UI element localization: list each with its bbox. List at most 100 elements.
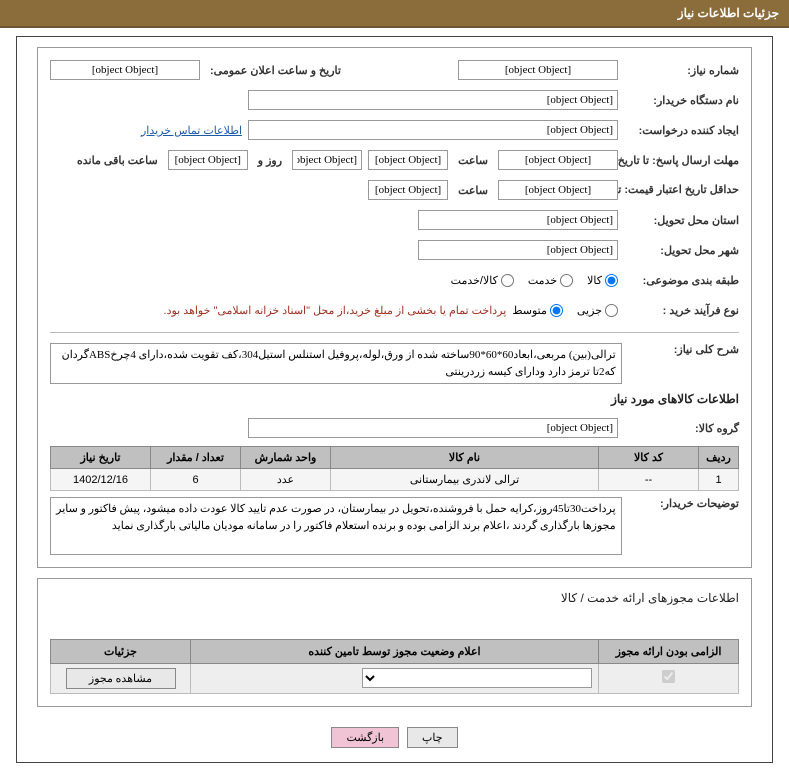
radio-service-label: خدمت: [528, 274, 557, 287]
need-info-section: شماره نیاز: تاریخ و ساعت اعلان عمومی: نا…: [37, 47, 752, 568]
radio-partial-input[interactable]: [605, 304, 618, 317]
col-status: اعلام وضعیت مجوز توسط تامین کننده: [191, 639, 599, 663]
radio-medium-label: متوسط: [512, 304, 547, 317]
row-delivery-province: استان محل تحویل:: [50, 208, 739, 232]
label-pv-time: ساعت: [454, 184, 492, 197]
goods-table-header-row: ردیف کد کالا نام کالا واحد شمارش تعداد /…: [51, 447, 739, 469]
row-delivery-city: شهر محل تحویل:: [50, 238, 739, 262]
field-pv-date: [498, 180, 618, 200]
radio-service[interactable]: خدمت: [528, 274, 573, 287]
radio-medium-input[interactable]: [550, 304, 563, 317]
radio-both[interactable]: کالا/خدمت: [451, 274, 514, 287]
cell-qty: 6: [151, 469, 241, 491]
col-qty: تعداد / مقدار: [151, 447, 241, 469]
license-table-header-row: الزامی بودن ارائه مجوز اعلام وضعیت مجوز …: [51, 639, 739, 663]
label-delivery-province: استان محل تحویل:: [624, 214, 739, 227]
license-section-title: اطلاعات مجوزهای ارائه خدمت / کالا: [50, 591, 739, 605]
row-price-validity: حداقل تاریخ اعتبار قیمت: تا تاریخ: ساعت: [50, 178, 739, 202]
label-purchase-process: نوع فرآیند خرید :: [624, 304, 739, 317]
label-buyer-org: نام دستگاه خریدار:: [624, 94, 739, 107]
radio-partial[interactable]: جزیی: [577, 304, 618, 317]
process-note: پرداخت تمام یا بخشی از مبلغ خرید،از محل …: [164, 304, 507, 317]
checkbox-mandatory: [662, 670, 675, 683]
row-need-number: شماره نیاز: تاریخ و ساعت اعلان عمومی:: [50, 58, 739, 82]
col-mandatory: الزامی بودن ارائه مجوز: [599, 639, 739, 663]
field-delivery-province: [418, 210, 618, 230]
label-announce-dt: تاریخ و ساعت اعلان عمومی:: [206, 64, 345, 77]
label-overall-desc: شرح کلی نیاز:: [628, 343, 739, 356]
label-days-and: روز و: [254, 154, 286, 167]
field-reply-remaining: [168, 150, 248, 170]
radio-partial-label: جزیی: [577, 304, 602, 317]
label-remaining: ساعت باقی مانده: [73, 154, 162, 167]
row-goods-group: گروه کالا:: [50, 416, 739, 440]
field-requester: [248, 120, 618, 140]
radio-goods[interactable]: کالا: [587, 274, 618, 287]
goods-table-row: 1 -- ترالی لاندری بیمارستانی عدد 6 1402/…: [51, 469, 739, 491]
field-reply-date: [498, 150, 618, 170]
field-overall-desc: [50, 343, 622, 384]
radio-both-label: کالا/خدمت: [451, 274, 498, 287]
cell-need-date: 1402/12/16: [51, 469, 151, 491]
label-price-validity: حداقل تاریخ اعتبار قیمت: تا تاریخ:: [624, 183, 739, 197]
field-buyer-org: [248, 90, 618, 110]
license-table-row: مشاهده مجوز: [51, 663, 739, 693]
cell-name: ترالی لاندری بیمارستانی: [331, 469, 599, 491]
goods-table: ردیف کد کالا نام کالا واحد شمارش تعداد /…: [50, 446, 739, 491]
field-delivery-city: [418, 240, 618, 260]
goods-section-title: اطلاعات کالاهای مورد نیاز: [50, 392, 739, 406]
label-reply-time: ساعت: [454, 154, 492, 167]
label-delivery-city: شهر محل تحویل:: [624, 244, 739, 257]
button-print[interactable]: چاپ: [407, 727, 458, 748]
label-buyer-notes: توضیحات خریدار:: [628, 497, 739, 510]
divider-1: [50, 332, 739, 333]
label-requester: ایجاد کننده درخواست:: [624, 124, 739, 137]
cell-index: 1: [699, 469, 739, 491]
col-index: ردیف: [699, 447, 739, 469]
button-back[interactable]: بازگشت: [331, 727, 399, 748]
row-buyer-notes: توضیحات خریدار:: [50, 497, 739, 555]
main-frame: شماره نیاز: تاریخ و ساعت اعلان عمومی: نا…: [16, 36, 773, 763]
radio-goods-label: کالا: [587, 274, 602, 287]
label-goods-group: گروه کالا:: [624, 422, 739, 435]
link-buyer-contact[interactable]: اطلاعات تماس خریدار: [141, 124, 242, 137]
field-goods-group: [248, 418, 618, 438]
label-need-number: شماره نیاز:: [624, 64, 739, 77]
license-table: الزامی بودن ارائه مجوز اعلام وضعیت مجوز …: [50, 639, 739, 694]
col-unit: واحد شمارش: [241, 447, 331, 469]
col-need-date: تاریخ نیاز: [51, 447, 151, 469]
label-subject-category: طبقه بندی موضوعی:: [624, 274, 739, 287]
cell-unit: عدد: [241, 469, 331, 491]
col-name: نام کالا: [331, 447, 599, 469]
dropdown-status[interactable]: [362, 668, 592, 688]
cell-mandatory: [599, 663, 739, 693]
label-reply-deadline: مهلت ارسال پاسخ: تا تاریخ:: [624, 154, 739, 167]
radio-both-input[interactable]: [501, 274, 514, 287]
field-reply-time: [368, 150, 448, 170]
field-reply-days: [292, 150, 362, 170]
field-need-number: [458, 60, 618, 80]
footer-buttons: چاپ بازگشت: [17, 717, 772, 762]
row-overall-desc: شرح کلی نیاز:: [50, 343, 739, 384]
row-buyer-org: نام دستگاه خریدار:: [50, 88, 739, 112]
row-requester: ایجاد کننده درخواست: اطلاعات تماس خریدار: [50, 118, 739, 142]
row-subject-category: طبقه بندی موضوعی: کالا خدمت کالا/خدمت: [50, 268, 739, 292]
cell-code: --: [599, 469, 699, 491]
radio-service-input[interactable]: [560, 274, 573, 287]
field-buyer-notes: [50, 497, 622, 555]
page-title: جزئیات اطلاعات نیاز: [678, 6, 779, 20]
radio-medium[interactable]: متوسط: [512, 304, 563, 317]
field-announce-dt: [50, 60, 200, 80]
field-pv-time: [368, 180, 448, 200]
cell-status: [191, 663, 599, 693]
button-view-license[interactable]: مشاهده مجوز: [66, 668, 176, 689]
license-section: اطلاعات مجوزهای ارائه خدمت / کالا الزامی…: [37, 578, 752, 707]
cell-detail: مشاهده مجوز: [51, 663, 191, 693]
radio-group-process: جزیی متوسط: [512, 304, 618, 317]
radio-goods-input[interactable]: [605, 274, 618, 287]
radio-group-subject: کالا خدمت کالا/خدمت: [451, 274, 618, 287]
row-purchase-process: نوع فرآیند خرید : جزیی متوسط پرداخت تمام…: [50, 298, 739, 322]
page-header: جزئیات اطلاعات نیاز: [0, 0, 789, 28]
col-detail: جزئیات: [51, 639, 191, 663]
col-code: کد کالا: [599, 447, 699, 469]
